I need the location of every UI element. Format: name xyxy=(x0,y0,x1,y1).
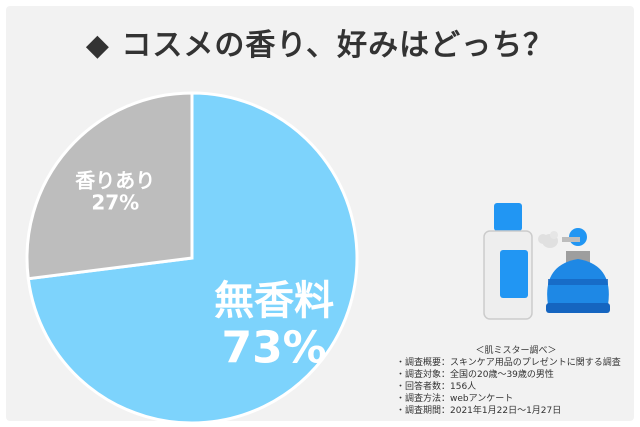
page-title: ◆ コスメの香り、好みはどっち？ xyxy=(85,28,555,63)
survey-info: ＜肌ミスター調べ＞ ・調査概要：スキンケア用品のプレゼントに関する調査 ・調査対… xyxy=(396,345,636,417)
spray-mist-icon xyxy=(538,231,558,248)
cosmetics-illustration xyxy=(483,203,610,320)
slice-value-1: 27% xyxy=(91,190,139,214)
slice-label-0: 無香料 xyxy=(214,278,334,324)
slice-label-1: 香りあり xyxy=(75,168,155,192)
survey-line-respondents: ・回答者数：156人 xyxy=(396,382,477,392)
pie-slice-1 xyxy=(25,91,194,281)
perfume-atomizer-icon xyxy=(546,228,610,313)
survey-line-target: ・調査対象：全国の20歳〜39歳の男性 xyxy=(396,370,554,380)
survey-line-method: ・調査方法：webアンケート xyxy=(396,394,514,404)
survey-line-summary: ・調査概要：スキンケア用品のプレゼントに関する調査 xyxy=(396,358,621,368)
lotion-bottle-icon xyxy=(483,203,533,320)
survey-title: ＜肌ミスター調べ＞ xyxy=(475,346,557,356)
survey-line-period: ・調査期間：2021年1月22日〜1月27日 xyxy=(396,406,562,416)
slice-value-0: 73% xyxy=(221,323,326,374)
